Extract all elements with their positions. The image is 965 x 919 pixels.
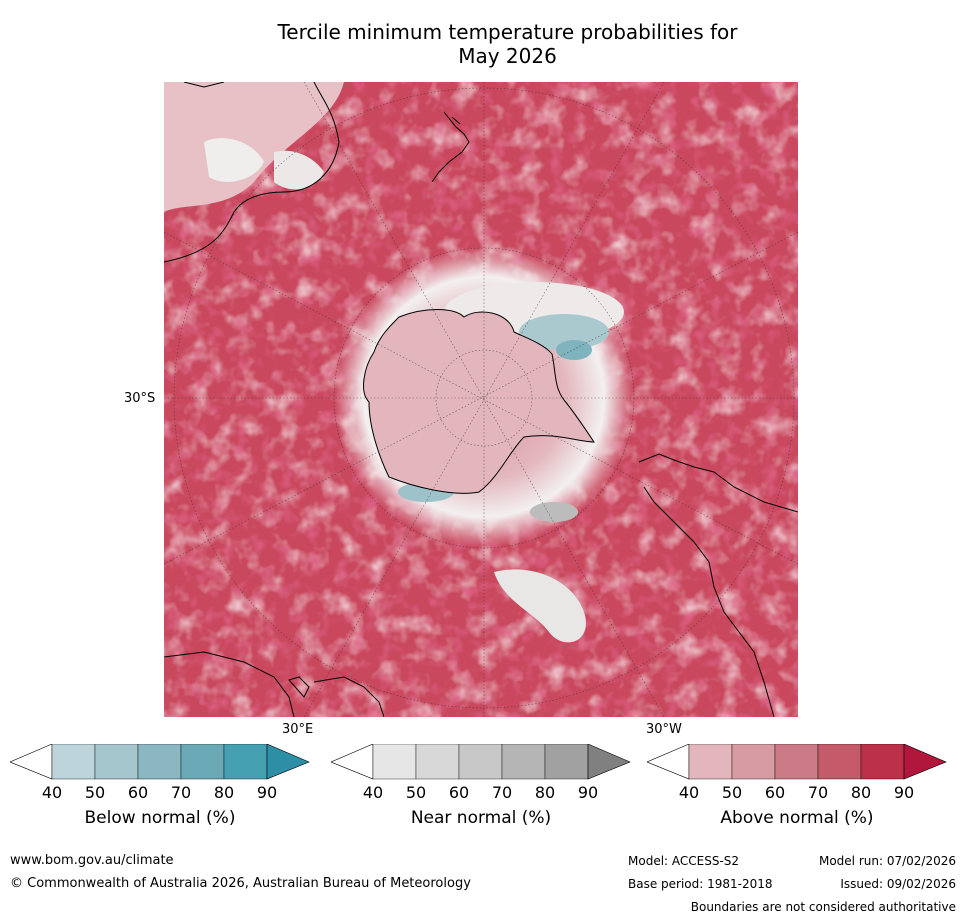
- colorbar-above-title: Above normal (%): [720, 808, 874, 828]
- near-swatch-70: [501, 743, 546, 780]
- above-tick-90: 90: [893, 783, 915, 802]
- above-tick-70: 70: [807, 783, 829, 802]
- near-tick-50: 50: [405, 783, 427, 802]
- colorbar-below-svg: [9, 743, 310, 780]
- white-patch-northwest: [204, 138, 264, 182]
- above-swatch-40: [688, 743, 733, 780]
- below-tick-60: 60: [127, 783, 149, 802]
- title-line-1: Tercile minimum temperature probabilitie…: [277, 20, 738, 44]
- pale-region-northwest: [164, 82, 344, 212]
- above-swatch-80: [860, 743, 905, 780]
- model-run-date: Model run: 07/02/2026: [818, 854, 956, 868]
- below-swatch-50: [94, 743, 139, 780]
- africa-outline: [164, 651, 385, 717]
- above-tick-80: 80: [850, 783, 872, 802]
- below-swatch-60: [137, 743, 182, 780]
- near-tick-90: 90: [577, 783, 599, 802]
- map-title: Tercile minimum temperature probabilitie…: [160, 20, 855, 68]
- antarctica-coastline: [363, 309, 595, 494]
- below-min-arrow: [9, 743, 53, 780]
- south-america-outline: [638, 453, 798, 717]
- colorbar-above-normal: [646, 743, 947, 784]
- near-tick-60: 60: [448, 783, 470, 802]
- base-period: Base period: 1981-2018: [628, 877, 773, 891]
- map-svg: [164, 82, 798, 717]
- issued-date: Issued: 09/02/2026: [840, 877, 956, 891]
- near-swatch-80: [544, 743, 589, 780]
- probability-map: [164, 82, 798, 717]
- below-tick-50: 50: [84, 783, 106, 802]
- above-swatch-50: [731, 743, 776, 780]
- below-tick-70: 70: [170, 783, 192, 802]
- blue-patch-east: [519, 314, 609, 350]
- above-max-arrow: [903, 743, 947, 780]
- below-max-arrow: [266, 743, 310, 780]
- lon-label-30w: 30°W: [646, 722, 682, 737]
- below-swatch-70: [180, 743, 225, 780]
- below-tick-80: 80: [213, 783, 235, 802]
- near-tick-40: 40: [362, 783, 384, 802]
- lat-label-30s: 30°S: [124, 391, 156, 406]
- near-min-arrow: [330, 743, 374, 780]
- blue-patch-east-dark: [556, 340, 592, 360]
- colorbar-near-normal: [330, 743, 631, 784]
- meridian-diagonal-4: [164, 231, 798, 565]
- title-line-2: May 2026: [458, 44, 557, 68]
- model-name: Model: ACCESS-S2: [628, 854, 740, 868]
- near-swatch-40: [372, 743, 417, 780]
- colorbar-below-normal: [9, 743, 310, 784]
- australia-outline: [164, 82, 340, 263]
- above-tick-60: 60: [764, 783, 786, 802]
- below-tick-90: 90: [256, 783, 278, 802]
- above-tick-50: 50: [721, 783, 743, 802]
- madagascar-outline: [288, 676, 310, 698]
- grey-patch-south: [530, 502, 578, 522]
- white-region-south: [494, 569, 586, 643]
- graticule: [164, 82, 798, 717]
- near-swatch-50: [415, 743, 460, 780]
- boundaries-disclaimer: Boundaries are not considered authoritat…: [690, 900, 956, 914]
- below-swatch-80: [223, 743, 268, 780]
- colorbar-above-svg: [646, 743, 947, 780]
- above-swatch-70: [817, 743, 862, 780]
- new-zealand-outline: [431, 111, 470, 183]
- lon-label-30e: 30°E: [282, 722, 314, 737]
- near-tick-70: 70: [491, 783, 513, 802]
- near-swatch-60: [458, 743, 503, 780]
- website-link[interactable]: www.bom.gov.au/climate: [10, 853, 174, 868]
- colorbar-below-title: Below normal (%): [84, 808, 236, 828]
- white-patch-north: [274, 150, 324, 190]
- below-tick-40: 40: [41, 783, 63, 802]
- colorbar-near-title: Near normal (%): [410, 808, 552, 828]
- near-tick-80: 80: [534, 783, 556, 802]
- below-swatch-40: [51, 743, 96, 780]
- above-swatch-60: [774, 743, 819, 780]
- above-min-arrow: [646, 743, 690, 780]
- near-max-arrow: [587, 743, 631, 780]
- colorbar-near-svg: [330, 743, 631, 780]
- copyright-text: © Commonwealth of Australia 2026, Austra…: [10, 876, 471, 891]
- above-tick-40: 40: [678, 783, 700, 802]
